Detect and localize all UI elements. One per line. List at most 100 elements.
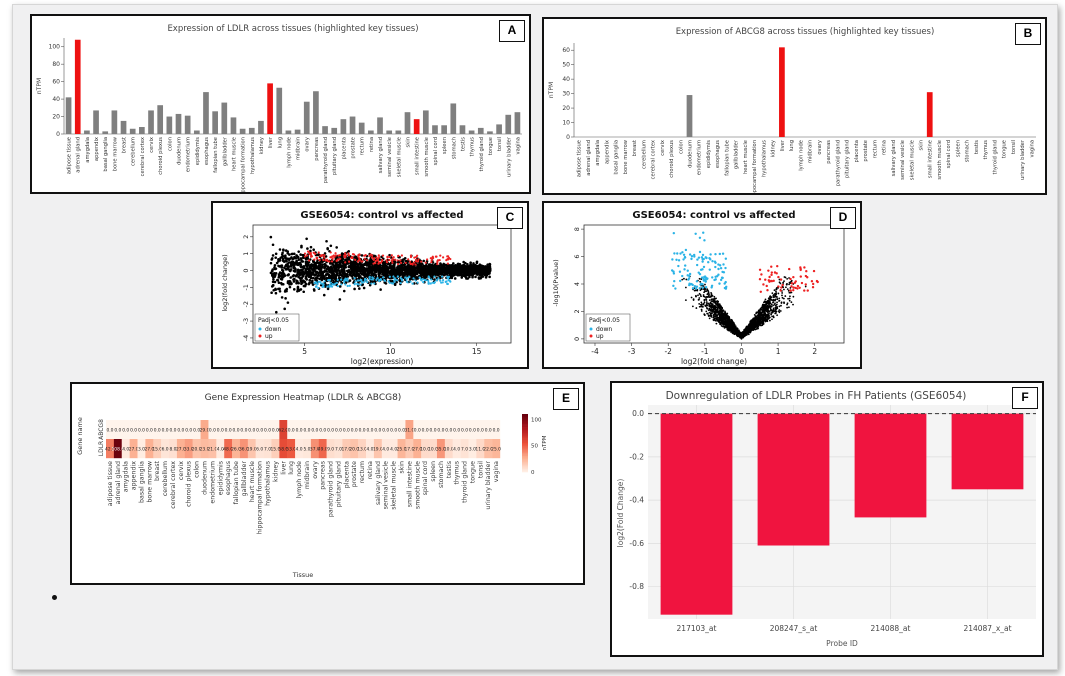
point-down	[348, 284, 351, 287]
point-up	[313, 258, 316, 261]
point-up	[323, 254, 326, 257]
point-ns	[718, 316, 721, 319]
point-ns	[270, 258, 273, 261]
point-ns	[337, 266, 341, 270]
point-ns	[318, 277, 321, 281]
point-ns	[316, 259, 319, 262]
point-ns	[776, 314, 779, 317]
point-ns	[347, 265, 351, 268]
point-up	[430, 261, 433, 264]
x-tick-label: 15	[472, 347, 482, 356]
point-up	[374, 261, 377, 265]
point-ns	[392, 268, 396, 272]
y-tick-label: 0	[573, 337, 581, 341]
point-ns	[320, 272, 323, 275]
point-ns	[393, 283, 397, 286]
x-tick-label: amygdala	[85, 137, 91, 163]
point-down	[431, 281, 434, 284]
point-down	[441, 279, 445, 282]
y-axis-label: nTPM	[36, 78, 43, 94]
point-ns	[391, 279, 394, 283]
point-up	[351, 253, 355, 256]
point-down	[357, 283, 360, 286]
point-ns	[771, 318, 773, 321]
chart-title: Expression of ABCG8 across tissues (high…	[676, 27, 935, 37]
point-ns	[695, 295, 697, 298]
point-ns	[417, 268, 421, 271]
point-ns	[341, 264, 344, 267]
point-up	[436, 262, 439, 266]
point-ns	[353, 287, 356, 291]
point-ns	[271, 275, 275, 279]
y-tick-label: 100	[49, 44, 61, 51]
y-tick-label: -4	[242, 335, 250, 341]
point-ns	[700, 308, 703, 311]
point-ns	[355, 262, 359, 266]
point-up	[375, 259, 378, 262]
point-ns	[351, 277, 355, 280]
point-ns	[282, 249, 285, 252]
point-ns	[324, 273, 328, 277]
point-ns	[327, 273, 331, 277]
point-up	[372, 262, 375, 265]
point-ns	[337, 264, 341, 267]
point-ns	[411, 264, 414, 268]
point-ns	[699, 289, 702, 292]
point-up	[385, 259, 388, 262]
point-ns	[769, 295, 771, 298]
point-ns	[383, 267, 386, 271]
point-ns	[462, 267, 466, 270]
point-ns	[776, 301, 778, 304]
point-ns	[407, 271, 411, 275]
point-ns	[277, 259, 280, 263]
bar	[340, 119, 347, 134]
point-up	[408, 260, 412, 263]
point-ns	[360, 254, 364, 257]
point-up	[377, 254, 380, 257]
point-down	[334, 282, 337, 285]
point-ns	[287, 258, 291, 262]
x-tick-label: thyroid gland	[479, 137, 485, 171]
point-ns	[281, 271, 285, 274]
point-ns	[373, 273, 376, 276]
point-up	[414, 263, 417, 266]
point-up	[358, 253, 361, 256]
bar	[413, 119, 420, 134]
point-ns	[353, 267, 356, 271]
point-ns	[396, 269, 399, 272]
point-ns	[348, 279, 352, 282]
point-ns	[311, 276, 315, 280]
point-ns	[460, 268, 463, 271]
y-tick-label: 6	[573, 254, 581, 258]
point-ns	[719, 323, 722, 326]
point-ns	[296, 285, 300, 289]
x-tick-label: thymus	[983, 140, 989, 160]
point-up	[330, 260, 334, 263]
point-down	[319, 280, 322, 284]
point-up	[430, 259, 433, 262]
point-up	[351, 256, 354, 260]
point-ns	[710, 300, 713, 303]
point-up	[375, 256, 378, 259]
point-ns	[701, 305, 704, 308]
point-ns	[486, 263, 489, 266]
point-ns	[370, 280, 374, 283]
x-tick-label: fallopian tube	[724, 140, 730, 176]
x-tick-label: cervix	[660, 140, 666, 156]
point-ns	[698, 302, 701, 305]
point-ns	[691, 305, 694, 308]
point-ns	[703, 295, 706, 298]
point-ns	[703, 301, 706, 304]
point-ns	[430, 267, 433, 270]
x-tick-label: basal ganglia	[614, 140, 620, 175]
point-ns	[474, 269, 477, 272]
point-ns	[788, 299, 791, 302]
point-ns	[464, 275, 467, 279]
point-down	[370, 282, 373, 285]
point-ns	[297, 281, 300, 285]
point-ns	[330, 267, 334, 271]
point-ns	[324, 255, 328, 258]
point-down	[313, 282, 316, 285]
point-ns	[468, 275, 471, 279]
